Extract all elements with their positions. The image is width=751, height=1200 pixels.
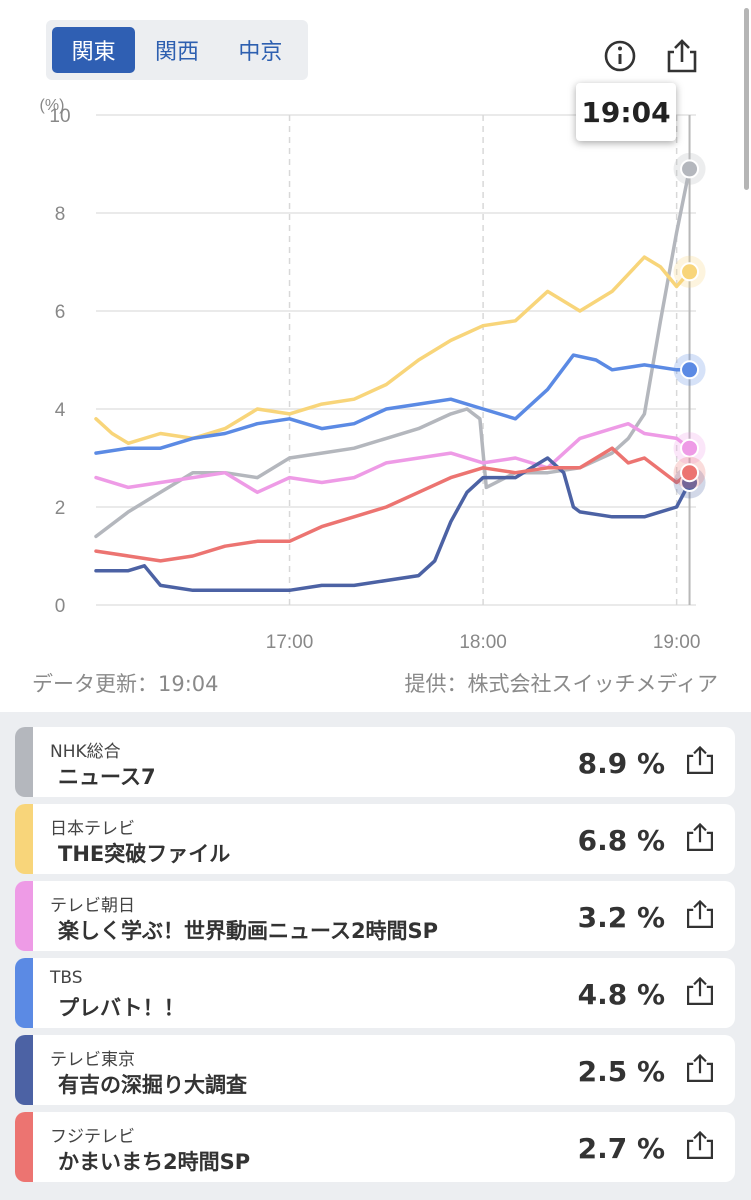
channel-name: TBS bbox=[50, 968, 83, 988]
channel-color-bar bbox=[15, 727, 33, 797]
series-end-marker bbox=[680, 360, 700, 380]
scrollbar[interactable] bbox=[744, 8, 749, 190]
channel-card-tv-tokyo[interactable]: テレビ東京 有吉の深掘り大調査 2.5 % bbox=[15, 1035, 735, 1105]
x-tick-label: 19:00 bbox=[653, 632, 701, 653]
program-title: 有吉の深掘り大調査 bbox=[58, 1073, 247, 1097]
series-end-marker bbox=[680, 463, 700, 483]
rating-value: 3.2 % bbox=[577, 901, 665, 934]
tab-kansai[interactable]: 関西 bbox=[154, 40, 199, 65]
channel-name: NHK総合 bbox=[50, 742, 121, 762]
channel-card-tbs[interactable]: TBS プレバト！！ 4.8 % bbox=[15, 958, 735, 1028]
series-line bbox=[94, 456, 692, 593]
y-tick-label: 4 bbox=[55, 400, 66, 421]
channel-name: フジテレビ bbox=[50, 1127, 135, 1147]
series-line bbox=[94, 255, 692, 446]
channel-card-nhk[interactable]: NHK総合 ニュース7 8.9 % bbox=[15, 727, 735, 797]
y-unit-label: (%) bbox=[40, 97, 65, 114]
y-tick-label: 8 bbox=[55, 204, 66, 225]
chart-markers bbox=[673, 152, 706, 499]
ratings-chart: (%) 0 2 4 6 8 10 17:00 18:00 19:00 bbox=[40, 97, 706, 653]
series-line bbox=[94, 353, 692, 455]
series-end-marker bbox=[680, 262, 700, 282]
y-tick-label: 6 bbox=[55, 302, 66, 323]
program-title: ニュース7 bbox=[58, 765, 156, 789]
tab-kanto[interactable]: 関東 bbox=[52, 27, 136, 73]
program-title: かまいまち2時間SP bbox=[58, 1150, 251, 1174]
rating-value: 6.8 % bbox=[577, 824, 665, 857]
channel-card-fuji[interactable]: フジテレビ かまいまち2時間SP 2.7 % bbox=[15, 1112, 735, 1182]
cursor-time-tooltip: 19:04 bbox=[576, 83, 676, 141]
tab-chukyo[interactable]: 中京 bbox=[238, 40, 283, 65]
y-tick-label: 2 bbox=[55, 498, 66, 519]
rating-value: 2.5 % bbox=[577, 1055, 665, 1088]
channel-name: 日本テレビ bbox=[50, 819, 135, 839]
chart-lines bbox=[94, 167, 692, 593]
program-title: プレバト！！ bbox=[58, 996, 185, 1020]
series-line bbox=[94, 167, 692, 539]
share-icon[interactable] bbox=[683, 743, 717, 779]
channel-color-bar bbox=[15, 958, 33, 1028]
channel-name: テレビ朝日 bbox=[50, 896, 135, 916]
channel-name: テレビ東京 bbox=[50, 1050, 135, 1070]
channel-card-ntv[interactable]: 日本テレビ THE突破ファイル 6.8 % bbox=[15, 804, 735, 874]
data-provider-label: 提供：株式会社スイッチメディア bbox=[404, 672, 718, 696]
rating-value: 4.8 % bbox=[577, 978, 665, 1011]
rating-value: 2.7 % bbox=[577, 1132, 665, 1165]
x-tick-label: 17:00 bbox=[266, 632, 314, 653]
y-tick-label: 10 bbox=[49, 106, 70, 127]
channel-list: NHK総合 ニュース7 8.9 % 日本テレビ THE突破ファイル 6.8 % … bbox=[0, 712, 751, 1200]
share-icon[interactable] bbox=[662, 36, 702, 76]
channel-card-tv-asahi[interactable]: テレビ朝日 楽しく学ぶ！世界動画ニュース2時間SP 3.2 % bbox=[15, 881, 735, 951]
data-updated-label: データ更新：19:04 bbox=[32, 672, 219, 696]
share-icon[interactable] bbox=[683, 974, 717, 1010]
share-icon[interactable] bbox=[683, 820, 717, 856]
rating-value: 8.9 % bbox=[577, 747, 665, 780]
x-tick-label: 18:00 bbox=[459, 632, 507, 653]
channel-color-bar bbox=[15, 881, 33, 951]
channel-color-bar bbox=[15, 804, 33, 874]
chart-panel: 関東 関西 中京 (%) 0 2 4 6 8 10 17:00 18:00 19:00 19:0… bbox=[32, 8, 749, 696]
region-tabs: 関東 関西 中京 bbox=[46, 20, 308, 80]
info-icon[interactable] bbox=[600, 36, 640, 76]
y-tick-label: 0 bbox=[55, 596, 66, 617]
channel-color-bar bbox=[15, 1035, 33, 1105]
program-title: THE突破ファイル bbox=[58, 842, 231, 866]
series-end-marker bbox=[680, 159, 700, 179]
share-icon[interactable] bbox=[683, 1051, 717, 1087]
series-end-marker bbox=[680, 438, 700, 458]
series-line bbox=[94, 421, 692, 495]
program-title: 楽しく学ぶ！世界動画ニュース2時間SP bbox=[58, 919, 439, 943]
share-icon[interactable] bbox=[683, 897, 717, 933]
series-line bbox=[94, 446, 692, 563]
share-icon[interactable] bbox=[683, 1128, 717, 1164]
channel-color-bar bbox=[15, 1112, 33, 1182]
